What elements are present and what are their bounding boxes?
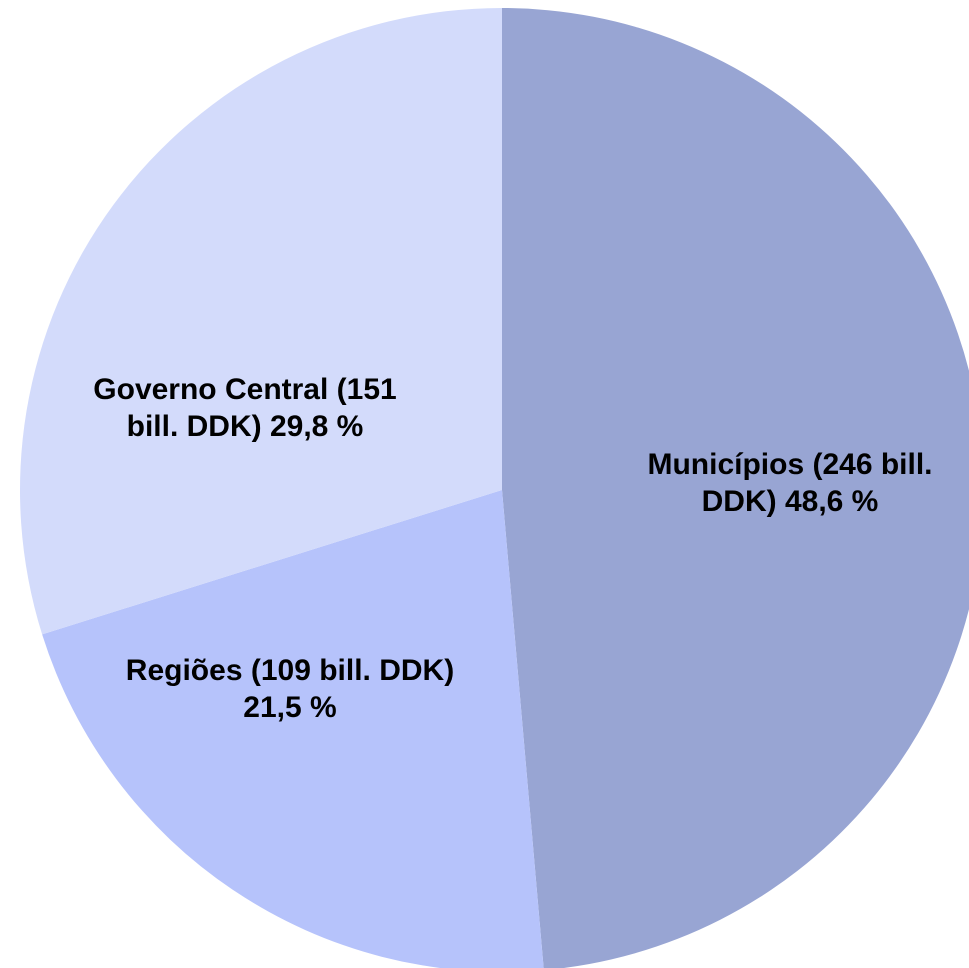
label-regioes-line-1: Regiões (109 bill. DDK)	[125, 654, 455, 687]
label-governo-central: Governo Central (151 bill. DDK) 29,8 %	[40, 371, 450, 445]
slice-regioes	[42, 490, 544, 968]
label-governo-central-line-2: bill. DDK) 29,8 %	[126, 410, 364, 443]
label-governo-central-line-1: Governo Central (151	[93, 373, 397, 406]
slice-governo-central	[19, 8, 503, 635]
label-municipios: Municípios (246 bill. DDK) 48,6 %	[600, 446, 969, 520]
label-municipios-line-2: DDK) 48,6 %	[701, 485, 879, 518]
slice-municipios	[502, 8, 969, 968]
label-municipios-line-1: Municípios (246 bill.	[647, 448, 933, 481]
label-regioes: Regiões (109 bill. DDK) 21,5 %	[70, 652, 510, 726]
label-regioes-line-2: 21,5 %	[243, 691, 337, 724]
